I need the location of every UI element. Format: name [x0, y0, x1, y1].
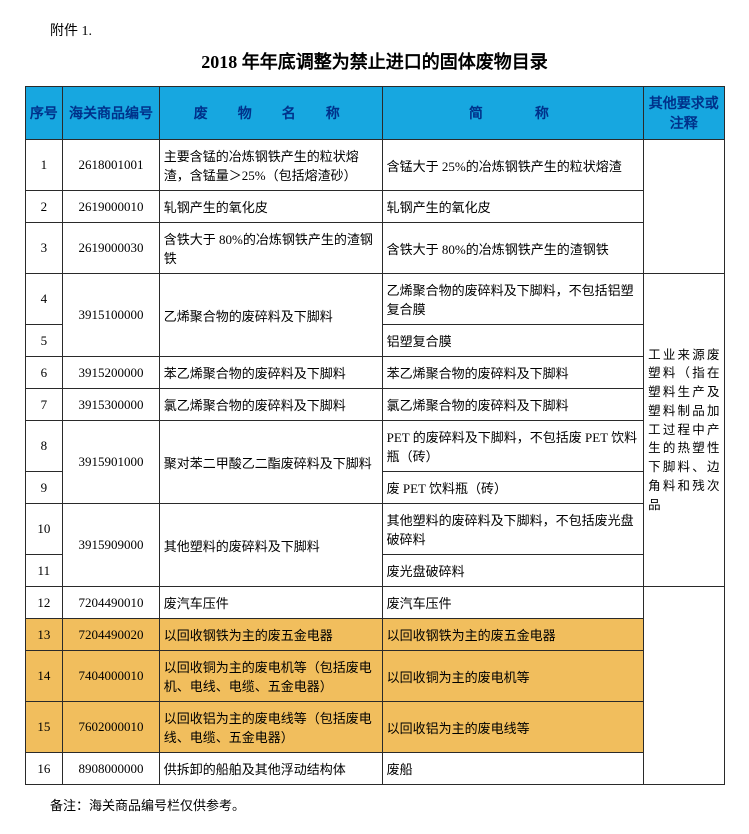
- cell-name: 乙烯聚合物的废碎料及下脚料: [159, 274, 382, 357]
- table-row: 2 2619000010 轧钢产生的氧化皮 轧钢产生的氧化皮: [25, 191, 724, 223]
- col-note: 其他要求或注释: [644, 87, 724, 140]
- cell-code: 2619000030: [63, 223, 160, 274]
- cell-name: 聚对苯二甲酸乙二酯废碎料及下脚料: [159, 421, 382, 504]
- cell-seq: 4: [25, 274, 63, 325]
- cell-seq: 8: [25, 421, 63, 472]
- cell-short: 废汽车压件: [382, 587, 643, 619]
- cell-code: 3915300000: [63, 389, 160, 421]
- cell-seq: 6: [25, 357, 63, 389]
- table-row: 15 7602000010 以回收铝为主的废电线等（包括废电线、电缆、五金电器）…: [25, 702, 724, 753]
- cell-code: 2619000010: [63, 191, 160, 223]
- cell-seq: 7: [25, 389, 63, 421]
- cell-short: 以回收钢铁为主的废五金电器: [382, 619, 643, 651]
- cell-short: 废 PET 饮料瓶（砖）: [382, 472, 643, 504]
- cell-seq: 14: [25, 651, 63, 702]
- cell-code: 7204490010: [63, 587, 160, 619]
- cell-name: 含铁大于 80%的冶炼钢铁产生的渣钢铁: [159, 223, 382, 274]
- cell-seq: 10: [25, 504, 63, 555]
- cell-seq: 12: [25, 587, 63, 619]
- cell-seq: 9: [25, 472, 63, 504]
- cell-code: 8908000000: [63, 753, 160, 785]
- cell-name: 以回收铝为主的废电线等（包括废电线、电缆、五金电器）: [159, 702, 382, 753]
- cell-short: 乙烯聚合物的废碎料及下脚料，不包括铝塑复合膜: [382, 274, 643, 325]
- cell-seq: 16: [25, 753, 63, 785]
- col-code: 海关商品编号: [63, 87, 160, 140]
- cell-seq: 2: [25, 191, 63, 223]
- cell-short: 苯乙烯聚合物的废碎料及下脚料: [382, 357, 643, 389]
- page-title: 2018 年年底调整为禁止进口的固体废物目录: [20, 48, 729, 74]
- cell-short: 以回收铜为主的废电机等: [382, 651, 643, 702]
- cell-note: 工业来源废塑料（指在塑料生产及塑料制品加工过程中产生的热塑性下脚料、边角料和残次…: [644, 274, 724, 587]
- cell-code: 3915200000: [63, 357, 160, 389]
- col-short: 简 称: [382, 87, 643, 140]
- cell-code: 7404000010: [63, 651, 160, 702]
- cell-name: 轧钢产生的氧化皮: [159, 191, 382, 223]
- cell-code: 7602000010: [63, 702, 160, 753]
- footer-note: 备注：海关商品编号栏仅供参考。: [50, 795, 729, 814]
- cell-short: 含铁大于 80%的冶炼钢铁产生的渣钢铁: [382, 223, 643, 274]
- cell-code: 3915909000: [63, 504, 160, 587]
- cell-note-empty: [644, 140, 724, 274]
- cell-note-empty: [644, 587, 724, 785]
- header-row: 序号 海关商品编号 废 物 名 称 简 称 其他要求或注释: [25, 87, 724, 140]
- cell-seq: 3: [25, 223, 63, 274]
- cell-short: 含锰大于 25%的冶炼钢铁产生的粒状熔渣: [382, 140, 643, 191]
- cell-code: 7204490020: [63, 619, 160, 651]
- cell-name: 苯乙烯聚合物的废碎料及下脚料: [159, 357, 382, 389]
- cell-short: 其他塑料的废碎料及下脚料，不包括废光盘破碎料: [382, 504, 643, 555]
- cell-seq: 11: [25, 555, 63, 587]
- attachment-label: 附件 1.: [50, 20, 729, 40]
- table-row: 13 7204490020 以回收钢铁为主的废五金电器 以回收钢铁为主的废五金电…: [25, 619, 724, 651]
- cell-seq: 1: [25, 140, 63, 191]
- table-row: 12 7204490010 废汽车压件 废汽车压件: [25, 587, 724, 619]
- cell-name: 供拆卸的船舶及其他浮动结构体: [159, 753, 382, 785]
- cell-name: 其他塑料的废碎料及下脚料: [159, 504, 382, 587]
- table-row: 10 3915909000 其他塑料的废碎料及下脚料 其他塑料的废碎料及下脚料，…: [25, 504, 724, 555]
- cell-name: 以回收铜为主的废电机等（包括废电机、电线、电缆、五金电器）: [159, 651, 382, 702]
- cell-seq: 13: [25, 619, 63, 651]
- table-row: 7 3915300000 氯乙烯聚合物的废碎料及下脚料 氯乙烯聚合物的废碎料及下…: [25, 389, 724, 421]
- cell-short: 铝塑复合膜: [382, 325, 643, 357]
- cell-seq: 15: [25, 702, 63, 753]
- cell-name: 主要含锰的冶炼钢铁产生的粒状熔渣，含锰量＞25%（包括熔渣砂）: [159, 140, 382, 191]
- cell-name: 氯乙烯聚合物的废碎料及下脚料: [159, 389, 382, 421]
- cell-code: 3915100000: [63, 274, 160, 357]
- cell-short: 轧钢产生的氧化皮: [382, 191, 643, 223]
- table-row: 16 8908000000 供拆卸的船舶及其他浮动结构体 废船: [25, 753, 724, 785]
- cell-name: 废汽车压件: [159, 587, 382, 619]
- cell-name: 以回收钢铁为主的废五金电器: [159, 619, 382, 651]
- cell-code: 3915901000: [63, 421, 160, 504]
- col-seq: 序号: [25, 87, 63, 140]
- cell-code: 2618001001: [63, 140, 160, 191]
- cell-seq: 5: [25, 325, 63, 357]
- table-row: 1 2618001001 主要含锰的冶炼钢铁产生的粒状熔渣，含锰量＞25%（包括…: [25, 140, 724, 191]
- table-row: 14 7404000010 以回收铜为主的废电机等（包括废电机、电线、电缆、五金…: [25, 651, 724, 702]
- col-name: 废 物 名 称: [159, 87, 382, 140]
- cell-short: 以回收铝为主的废电线等: [382, 702, 643, 753]
- catalog-table: 序号 海关商品编号 废 物 名 称 简 称 其他要求或注释 1 26180010…: [25, 86, 725, 785]
- table-row: 6 3915200000 苯乙烯聚合物的废碎料及下脚料 苯乙烯聚合物的废碎料及下…: [25, 357, 724, 389]
- cell-short: PET 的废碎料及下脚料，不包括废 PET 饮料瓶（砖）: [382, 421, 643, 472]
- table-row: 3 2619000030 含铁大于 80%的冶炼钢铁产生的渣钢铁 含铁大于 80…: [25, 223, 724, 274]
- cell-short: 废光盘破碎料: [382, 555, 643, 587]
- table-row: 4 3915100000 乙烯聚合物的废碎料及下脚料 乙烯聚合物的废碎料及下脚料…: [25, 274, 724, 325]
- cell-short: 氯乙烯聚合物的废碎料及下脚料: [382, 389, 643, 421]
- cell-short: 废船: [382, 753, 643, 785]
- table-row: 8 3915901000 聚对苯二甲酸乙二酯废碎料及下脚料 PET 的废碎料及下…: [25, 421, 724, 472]
